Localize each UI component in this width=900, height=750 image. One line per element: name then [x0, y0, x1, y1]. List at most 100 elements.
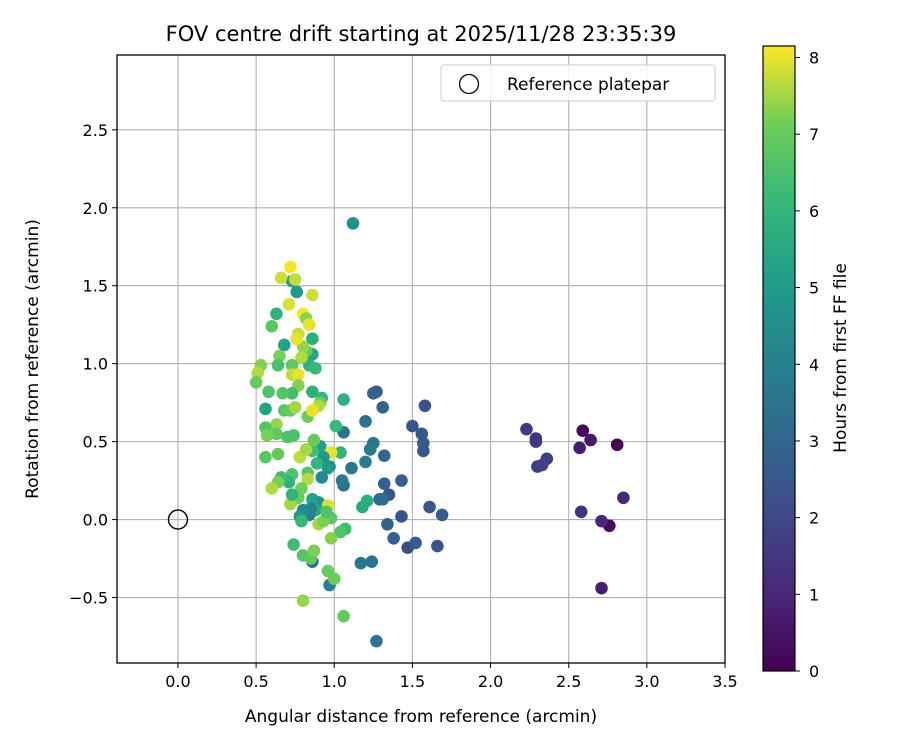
- data-point: [274, 271, 288, 285]
- data-point: [285, 358, 299, 372]
- data-point: [431, 539, 444, 553]
- data-point: [273, 349, 286, 363]
- data-point: [345, 461, 358, 475]
- data-point: [284, 497, 297, 511]
- data-point: [276, 386, 289, 400]
- data-point: [265, 482, 279, 495]
- data-point: [321, 461, 335, 475]
- y-tick-label: 0.0: [83, 511, 108, 530]
- data-point: [376, 401, 390, 414]
- data-point: [270, 427, 283, 441]
- y-axis-ticks: −0.5 0.0 0.5 1.0 1.5 2.0 2.5: [69, 121, 117, 608]
- data-point: [285, 488, 299, 501]
- data-point: [370, 634, 383, 648]
- data-point: [292, 368, 305, 381]
- reference-platepar-marker: [167, 509, 189, 530]
- colorbar-label: Hours from first FF file: [831, 263, 851, 453]
- data-point: [334, 525, 347, 539]
- data-point: [377, 449, 391, 462]
- y-tick-label: 1.0: [83, 355, 108, 374]
- y-tick-label: 2.0: [83, 199, 108, 218]
- data-point: [365, 555, 379, 568]
- data-point: [387, 531, 400, 545]
- y-tick-label: −0.5: [69, 589, 108, 608]
- data-point: [520, 422, 533, 436]
- data-point: [310, 457, 324, 470]
- data-point: [381, 517, 394, 531]
- y-axis-label: Rotation from reference (arcmin): [23, 219, 43, 499]
- data-point: [595, 514, 608, 528]
- data-point: [377, 477, 391, 491]
- data-point: [302, 318, 316, 332]
- data-point: [435, 508, 449, 522]
- data-point: [315, 471, 329, 484]
- data-point: [359, 455, 372, 469]
- data-point: [363, 443, 377, 456]
- data-point: [296, 594, 310, 607]
- legend-label: Reference platepar: [507, 75, 669, 95]
- data-point: [290, 285, 304, 299]
- data-point: [262, 385, 275, 399]
- data-point: [395, 510, 408, 523]
- data-point: [287, 538, 300, 551]
- data-point: [271, 358, 285, 372]
- x-tick-label: 3.0: [634, 672, 659, 691]
- data-point: [306, 288, 319, 302]
- y-tick-label: 2.5: [83, 121, 108, 140]
- colorbar-tick-label: 7: [809, 125, 819, 144]
- data-point: [529, 432, 543, 445]
- colorbar-tick-label: 8: [809, 49, 819, 68]
- y-tick-label: 1.5: [83, 277, 108, 296]
- data-point: [288, 273, 302, 286]
- colorbar-gradient: [762, 45, 796, 672]
- data-point: [288, 401, 302, 414]
- data-point: [282, 298, 296, 311]
- data-point: [415, 427, 429, 441]
- colorbar-tick-label: 0: [809, 662, 819, 681]
- data-point: [270, 418, 283, 431]
- data-point: [321, 564, 335, 578]
- data-point: [306, 385, 319, 399]
- chart-title: FOV centre drift starting at 2025/11/28 …: [166, 22, 677, 46]
- data-point: [346, 217, 360, 230]
- data-point: [359, 415, 372, 428]
- data-point: [617, 491, 630, 505]
- data-point: [249, 376, 263, 389]
- data-point: [306, 404, 319, 417]
- data-point: [356, 500, 369, 514]
- data-point: [574, 505, 588, 519]
- data-point: [277, 338, 291, 352]
- data-point: [395, 474, 408, 487]
- data-point: [309, 362, 322, 375]
- colorbar: 0 1 2 3 4 5 6 7 8 Hours from first FF file: [762, 45, 851, 681]
- colorbar-tick-label: 6: [809, 202, 819, 221]
- legend-reference-marker: [458, 73, 480, 95]
- colorbar-tick-label: 1: [809, 585, 819, 604]
- data-point: [610, 438, 624, 452]
- data-point: [270, 307, 283, 321]
- data-point: [337, 393, 350, 406]
- data-point: [265, 319, 279, 333]
- x-tick-label: 0.0: [165, 672, 190, 691]
- x-axis-ticks: 0.0 0.5 1.0 1.5 2.0 2.5 3.0 3.5: [165, 663, 738, 691]
- x-tick-label: 2.5: [556, 672, 581, 691]
- data-point: [373, 493, 386, 506]
- colorbar-ticks: 0 1 2 3 4 5 6 7 8: [795, 49, 819, 681]
- data-point: [301, 472, 314, 486]
- colorbar-tick-label: 4: [809, 355, 819, 374]
- x-tick-label: 3.5: [712, 672, 737, 691]
- data-point: [306, 332, 319, 346]
- x-tick-label: 1.5: [400, 672, 425, 691]
- data-point: [367, 386, 380, 400]
- legend-box: [440, 64, 716, 102]
- data-point: [573, 441, 586, 455]
- colorbar-tick-label: 2: [809, 509, 819, 528]
- data-point: [259, 450, 272, 464]
- data-point: [335, 474, 349, 487]
- x-tick-label: 1.0: [322, 672, 347, 691]
- data-point: [259, 402, 272, 416]
- data-point: [320, 505, 333, 519]
- data-point: [417, 444, 430, 458]
- data-point: [334, 446, 347, 459]
